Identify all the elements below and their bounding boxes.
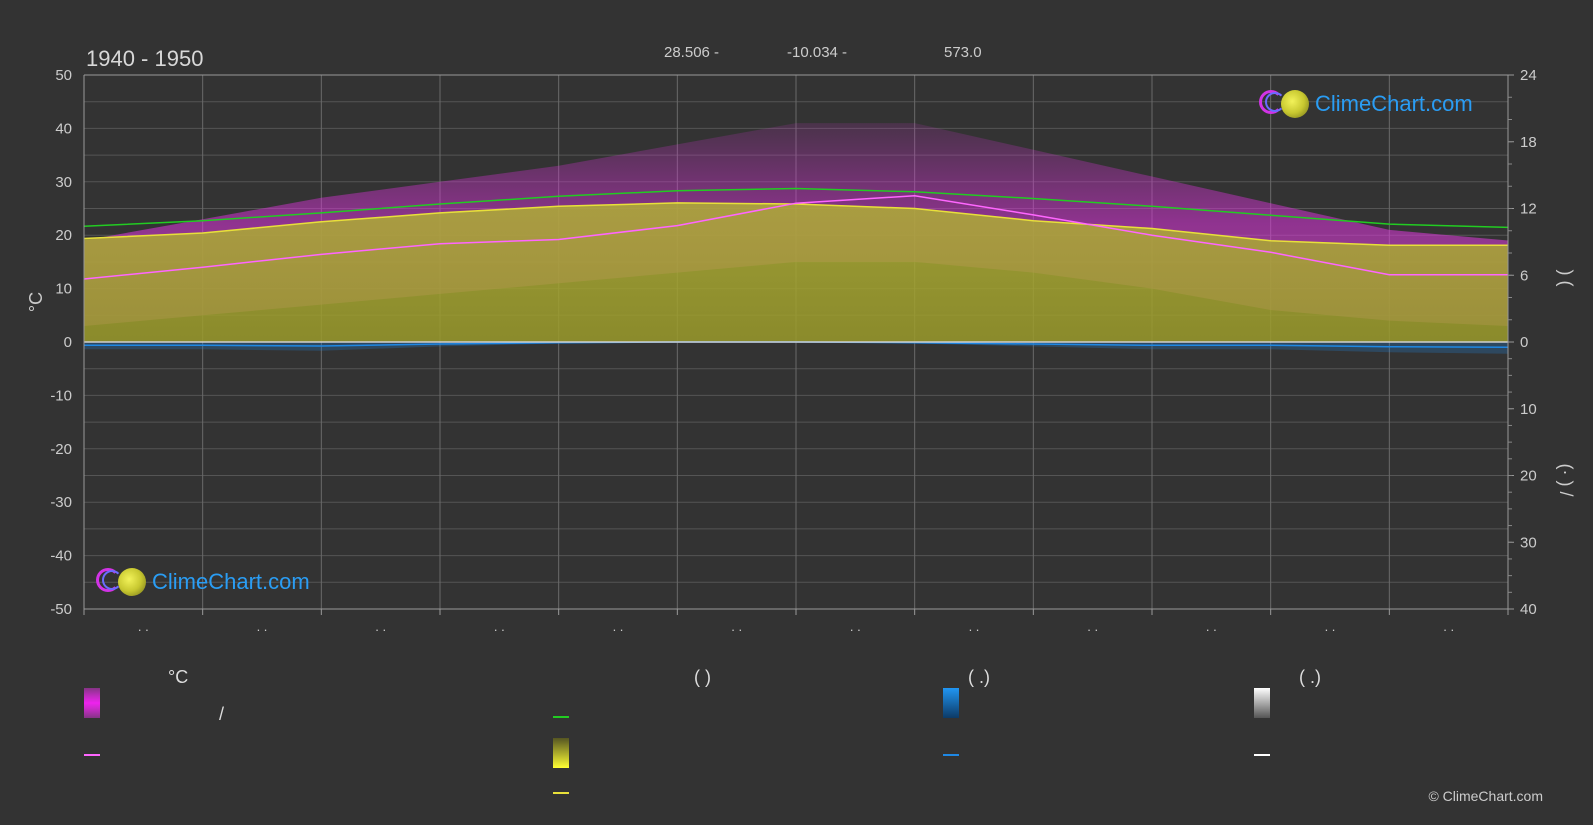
climechart-logo-top[interactable]: ClimeChart.com [1259,90,1473,118]
sunshine-line [83,202,1508,246]
left-tick-label: 10 [55,281,72,298]
right-axis-title-bottom: (· ) / [1556,464,1576,497]
x-tick-label: . . [1087,619,1098,634]
x-tick-label: . . [850,619,861,634]
x-tick-label: . . [494,619,505,634]
left-tick-label: -40 [50,548,72,565]
logo-sun-icon [1281,90,1309,118]
x-tick-label: . . [731,619,742,634]
right-top-tick-label: 0 [1520,334,1528,351]
legend-precip-heading: ( .) [968,667,990,687]
legend-temp-heading: °C [168,667,189,687]
right-bottom-tick-label: 10 [1520,401,1537,418]
chart-period-title: 1940 - 1950 [86,46,204,71]
right-top-tick-label: 12 [1520,201,1537,218]
right-bottom-tick-label: 30 [1520,534,1537,551]
chart-bands [84,123,1508,354]
left-axis-title: °C [26,292,46,312]
x-tick-label: . . [138,619,149,634]
left-tick-label: 50 [55,67,72,84]
left-tick-label: -30 [50,494,72,511]
longitude-label: -10.034 - [787,44,848,61]
climechart-logo-bottom[interactable]: ClimeChart.com [96,568,310,596]
latitude-label: 28.506 - [664,44,720,61]
left-tick-label: -10 [50,387,72,404]
chart-lines [83,187,1509,349]
logo-sun-icon [118,568,146,596]
left-tick-label: 30 [55,174,72,191]
x-tick-label: . . [375,619,386,634]
left-tick-label: -20 [50,441,72,458]
logo-ring-icon [1259,90,1287,118]
x-tick-label: . . [1443,619,1454,634]
right-axis-title-top: ) ( [1556,270,1576,287]
right-bottom-tick-label: 20 [1520,468,1537,485]
logo-ring-icon [96,568,124,596]
x-tick-label: . . [613,619,624,634]
x-tick-label: . . [969,619,980,634]
right-top-tick-label: 24 [1520,67,1537,84]
copyright: © ClimeChart.com [1428,788,1543,804]
left-tick-label: 0 [64,334,72,351]
logo-text: ClimeChart.com [1315,91,1473,116]
x-tick-label: . . [257,619,268,634]
x-tick-label: . . [1325,619,1336,634]
left-tick-label: 20 [55,227,72,244]
legend-swatch-sunshine-range [553,738,569,768]
sunshine-band [84,202,1508,342]
legend-swatch-precip-range [943,688,959,718]
daylight-line [83,187,1509,229]
legend-temp-slash: / [219,704,225,724]
left-tick-label: 40 [55,120,72,137]
x-tick-label: . . [1206,619,1217,634]
legend-sun-heading: ( ) [694,667,711,687]
right-top-tick-label: 6 [1520,267,1528,284]
legend-snow-heading: ( .) [1299,667,1321,687]
logo-text: ClimeChart.com [152,569,310,594]
chart-axes: 50 40 30 20 10 0 -10 -20 -30 -40 -50 24 18 12 6 0 10 20 30… [26,67,1576,634]
right-bottom-tick-label: 40 [1520,601,1537,618]
right-top-tick-label: 18 [1520,134,1537,151]
legend-swatch-snow-range [1254,688,1270,718]
elevation-label: 573.0 [944,44,982,61]
legend-swatch-temp-range [84,688,100,718]
mean-temp-line [83,194,1508,280]
left-tick-label: -50 [50,601,72,618]
